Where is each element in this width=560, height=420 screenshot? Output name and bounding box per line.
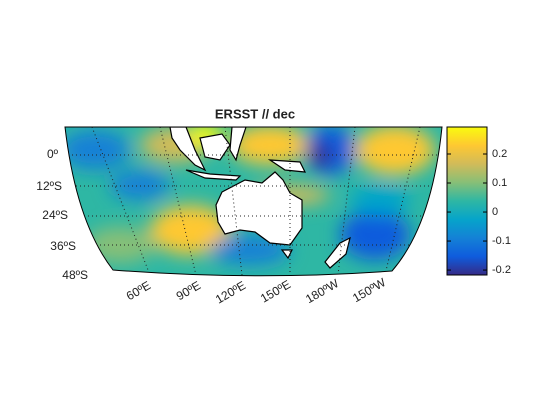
new-zealand [324, 236, 351, 269]
colorbar-tick-label: 0 [492, 206, 498, 218]
lon-label: 90ºE [174, 278, 203, 303]
sst-field [65, 127, 442, 276]
java [185, 169, 242, 181]
graticule [65, 127, 442, 276]
colorbar-tick-label: 0.2 [492, 148, 507, 160]
new-guinea [267, 159, 307, 173]
map-frame [64, 126, 443, 277]
map-title: ERSST // dec [215, 106, 295, 121]
lat-label: 24ºS [42, 208, 68, 222]
lat-labels: 0º 12ºS 24ºS 36ºS 48ºS [36, 147, 88, 282]
indochina [169, 127, 207, 172]
lat-label: 12ºS [36, 179, 62, 193]
colorbar-tick-label: -0.2 [492, 264, 511, 276]
lat-label: 48ºS [62, 268, 88, 282]
lon-label: 180ºW [303, 276, 342, 306]
lon-label: 150ºW [350, 275, 389, 305]
land [169, 127, 351, 269]
borneo [199, 133, 231, 161]
lon-label: 60ºE [124, 278, 153, 303]
lon-labels: 60ºE 90ºE 120ºE 150ºE 180ºW 150ºW [124, 275, 389, 307]
colorbar-tick-label: 0.1 [492, 177, 507, 189]
lat-label: 0º [47, 147, 59, 161]
australia [215, 171, 303, 246]
lon-label: 120ºE [213, 278, 248, 306]
lon-label: 150ºE [258, 277, 293, 305]
colorbar-fill [446, 126, 488, 276]
colorbar: -0.2 -0.1 0 0.1 0.2 [446, 126, 511, 276]
lat-label: 36ºS [50, 239, 76, 253]
philippines [229, 127, 247, 162]
colorbar-tick-label: -0.1 [492, 235, 511, 247]
